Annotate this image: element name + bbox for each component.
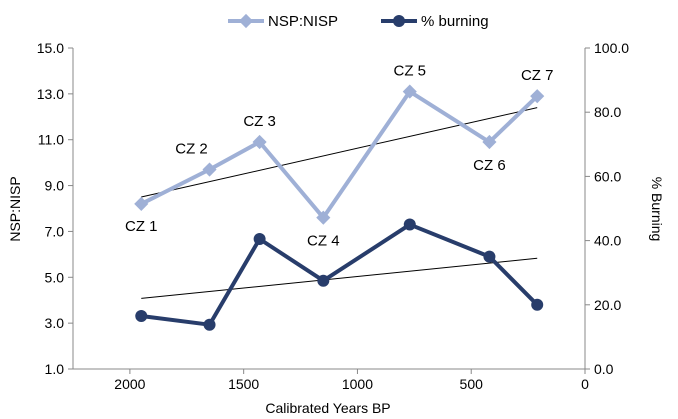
tick-labels: 1.0 3.0 5.0 7.0 9.0 11.0 13.0 15.0 0.0 20.0 40.0 60… [37,40,629,392]
y-left-tick-label: 1.0 [45,361,65,377]
data-point-nsp-nisp [482,134,497,150]
y-left-tick-label: 11.0 [38,132,64,148]
data-point-burning [531,298,544,311]
data-label-cz: CZ 4 [307,233,340,250]
legend-label-burning: % burning [421,13,489,30]
trendline [141,257,538,299]
x-axis-title: Calibrated Years BP [265,400,390,416]
data-label-cz: CZ 5 [394,63,427,80]
data-label-cz: CZ 7 [521,67,554,84]
y-right-tick-label: 60.0 [594,168,621,184]
data-point-nsp-nisp [530,89,545,104]
y-right-tick-label: 20.0 [594,297,621,313]
data-label-cz: CZ 1 [125,218,158,235]
legend-marker-nsp-nisp [238,13,254,29]
axes [68,47,590,374]
data-point-burning [403,218,416,231]
x-tick-label: 1000 [342,376,373,392]
data-point-burning [203,318,216,331]
data-label-cz: CZ 6 [473,157,506,174]
y-left-tick-label: 9.0 [45,178,65,194]
legend-item-nsp-nisp: NSP:NISP [228,13,338,30]
point-labels: CZ 1 CZ 2 CZ 3 CZ 4 CZ 5 CZ 6 CZ 7 [125,63,553,250]
legend: NSP:NISP % burning [228,13,489,30]
x-tick-label: 2000 [114,376,145,392]
data-label-cz: CZ 2 [175,141,208,158]
trendlines [141,107,538,299]
data-point-burning [253,232,266,245]
y-axis-right-title: % Burning [649,177,665,242]
data-point-nsp-nisp [316,210,331,225]
legend-item-burning: % burning [381,13,489,30]
y-left-tick-label: 15.0 [37,40,64,56]
data-point-nsp-nisp [202,162,217,177]
data-point-nsp-nisp [402,84,417,99]
data-label-cz: CZ 3 [243,113,276,130]
y-left-tick-label: 5.0 [45,269,65,285]
y-right-tick-label: 80.0 [594,104,621,120]
data-point-burning [317,274,330,287]
data-series [134,84,545,331]
data-point-burning [483,250,496,263]
legend-label-nsp-nisp: NSP:NISP [268,13,338,30]
y-right-tick-label: 40.0 [594,233,621,249]
x-tick-label: 1500 [228,376,259,392]
x-tick-label: 500 [460,376,484,392]
data-point-nsp-nisp [252,134,267,150]
data-point-nsp-nisp [134,196,149,211]
data-point-burning [135,310,148,323]
y-left-tick-label: 13.0 [37,86,64,102]
y-right-tick-label: 0.0 [594,361,614,377]
y-right-tick-label: 100.0 [594,40,629,56]
y-axis-left-title: NSP:NISP [7,176,23,241]
y-left-tick-label: 3.0 [45,315,65,331]
y-left-tick-label: 7.0 [45,223,65,239]
trendline [141,107,538,198]
x-tick-label: 0 [581,376,589,392]
legend-marker-burning [393,15,405,27]
